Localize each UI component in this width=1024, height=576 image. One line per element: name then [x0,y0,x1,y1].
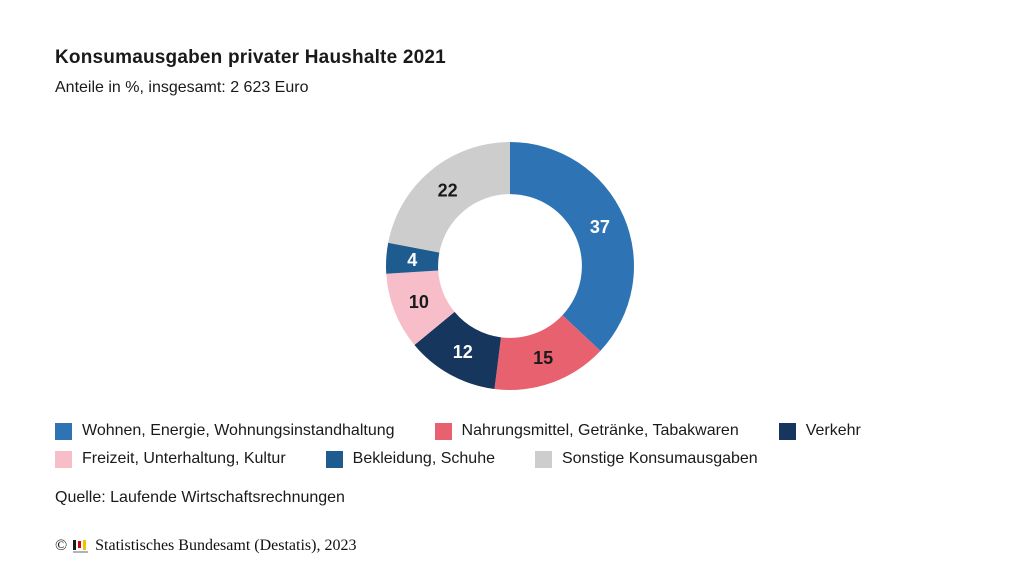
legend-label: Bekleidung, Schuhe [352,450,495,467]
segment-value-label-3: 10 [409,292,429,312]
donut-segment-3 [386,270,455,346]
legend-label: Verkehr [805,422,861,439]
segment-value-label-0: 37 [590,217,610,237]
donut-chart: 37 15 12 10 4 22 [385,142,634,390]
donut-segment-4 [385,242,440,274]
legend-row: Wohnen, Energie, Wohnungsinstandhaltung N… [55,422,861,440]
donut-segment-1 [494,315,601,390]
legend-swatch-icon [434,422,452,440]
logo-bar [73,540,77,550]
legend-item-4: Bekleidung, Schuhe [325,450,495,468]
legend-swatch-icon [325,450,343,468]
legend-label: Sonstige Konsumausgaben [561,450,758,467]
logo-bar [78,541,82,548]
legend-swatch-icon [55,450,72,468]
copyright-text: Statistisches Bundesamt (Destatis), 2023 [95,537,357,554]
legend-item-1: Nahrungsmittel, Getränke, Tabakwaren [434,422,739,440]
logo-bar [83,540,87,550]
source-note: Quelle: Laufende Wirtschaftsrechnungen [55,489,345,506]
chart-subtitle: Anteile in %, insgesamt: 2 623 Euro [55,79,309,96]
legend-item-0: Wohnen, Energie, Wohnungsinstandhaltung [55,422,395,440]
copyright-symbol: © [55,537,68,554]
logo-baseline [73,551,89,553]
segment-value-label-5: 22 [438,181,458,201]
legend-item-5: Sonstige Konsumausgaben [534,450,758,468]
legend-label: Nahrungsmittel, Getränke, Tabakwaren [461,422,739,439]
legend-swatch-icon [778,422,796,440]
segment-value-label-4: 4 [407,250,417,270]
legend-row: Freizeit, Unterhaltung, Kultur Bekleidung… [55,450,861,468]
legend-swatch-icon [534,450,552,468]
chart-title: Konsumausgaben privater Haushalte 2021 [55,47,446,68]
legend-swatch-icon [55,422,72,440]
donut-segment-0 [510,142,634,351]
segment-value-label-2: 12 [453,342,473,362]
legend-item-3: Freizeit, Unterhaltung, Kultur [55,450,286,468]
chart-legend: Wohnen, Energie, Wohnungsinstandhaltung N… [55,422,861,468]
legend-label: Wohnen, Energie, Wohnungsinstandhaltung [82,422,395,439]
legend-label: Freizeit, Unterhaltung, Kultur [82,450,286,467]
legend-item-2: Verkehr [778,422,861,440]
copyright-footer: © Statistisches Bundesamt (Destatis), 20… [55,537,356,555]
donut-segment-5 [388,142,510,253]
destatis-logo-icon [73,539,89,553]
donut-segment-2 [414,311,501,390]
segment-value-label-1: 15 [533,348,553,368]
